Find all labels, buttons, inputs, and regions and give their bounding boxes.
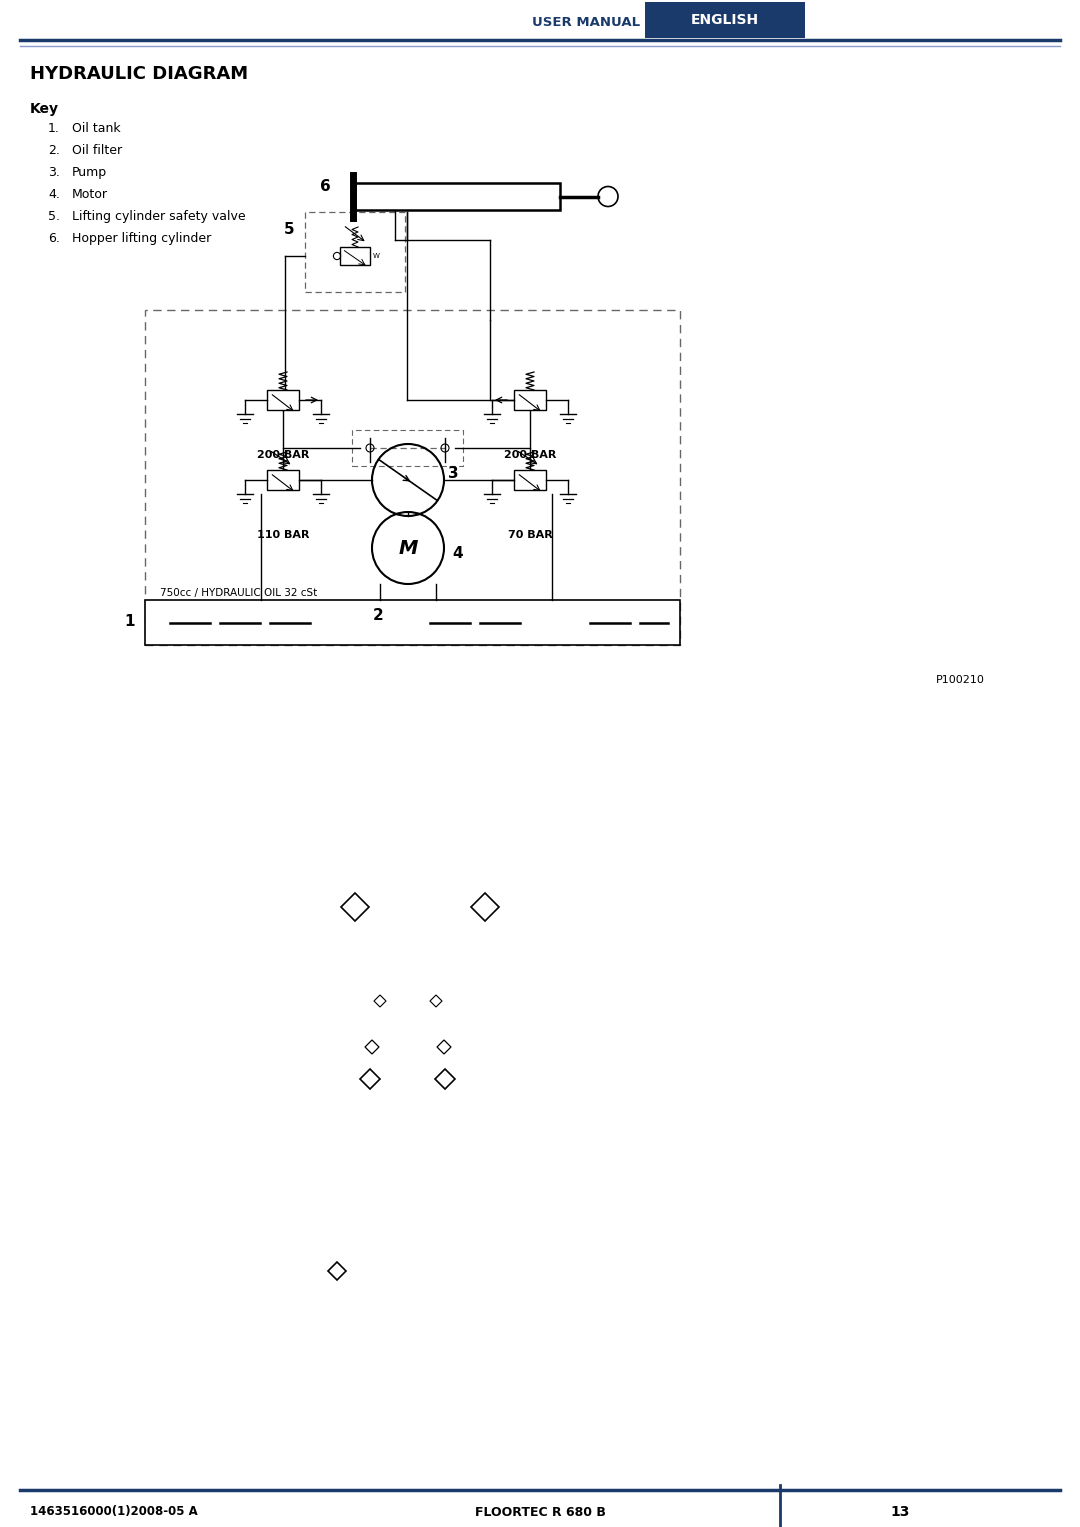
Bar	[355, 183, 561, 211]
Text: 6: 6	[320, 179, 330, 194]
Text: Motor: Motor	[72, 188, 108, 202]
Text: Oil filter: Oil filter	[72, 144, 122, 157]
Text: 1463516000(1)2008-05 A: 1463516000(1)2008-05 A	[30, 1506, 198, 1518]
Text: 2: 2	[373, 608, 383, 623]
Text: 5: 5	[284, 223, 295, 238]
Bar	[514, 470, 546, 490]
Bar	[305, 212, 405, 292]
Text: 3.: 3.	[48, 166, 59, 179]
Text: 5.: 5.	[48, 211, 60, 223]
Text: FLOORTEC R 680 B: FLOORTEC R 680 B	[474, 1506, 606, 1518]
Text: Key: Key	[30, 102, 59, 116]
Bar	[267, 470, 299, 490]
Bar	[340, 247, 370, 266]
Bar	[145, 310, 680, 644]
Bar	[514, 389, 546, 411]
Text: ENGLISH: ENGLISH	[691, 14, 759, 27]
Text: 110 BAR: 110 BAR	[257, 530, 309, 541]
Text: 200 BAR: 200 BAR	[257, 450, 309, 460]
Text: 4: 4	[453, 547, 462, 562]
Text: 1: 1	[125, 614, 135, 629]
Text: 13: 13	[890, 1506, 909, 1519]
Text: Hopper lifting cylinder: Hopper lifting cylinder	[72, 232, 212, 244]
Bar	[352, 431, 463, 466]
Text: 200 BAR: 200 BAR	[503, 450, 556, 460]
Text: Lifting cylinder safety valve: Lifting cylinder safety valve	[72, 211, 245, 223]
Bar	[267, 389, 299, 411]
Text: 750cc / HYDRAULIC OIL 32 cSt: 750cc / HYDRAULIC OIL 32 cSt	[160, 588, 318, 599]
Text: P100210: P100210	[935, 675, 985, 686]
Text: 70 BAR: 70 BAR	[508, 530, 552, 541]
Text: W: W	[373, 253, 380, 260]
Text: Oil tank: Oil tank	[72, 122, 121, 134]
Bar	[145, 600, 680, 644]
Text: 3: 3	[448, 467, 459, 481]
Text: USER MANUAL: USER MANUAL	[531, 15, 640, 29]
Text: HYDRAULIC DIAGRAM: HYDRAULIC DIAGRAM	[30, 66, 248, 82]
Bar	[645, 2, 805, 38]
Text: 6.: 6.	[48, 232, 59, 244]
Text: 4.: 4.	[48, 188, 59, 202]
Text: 1.: 1.	[48, 122, 59, 134]
Text: 2.: 2.	[48, 144, 59, 157]
Text: M: M	[399, 539, 418, 557]
Text: Pump: Pump	[72, 166, 107, 179]
